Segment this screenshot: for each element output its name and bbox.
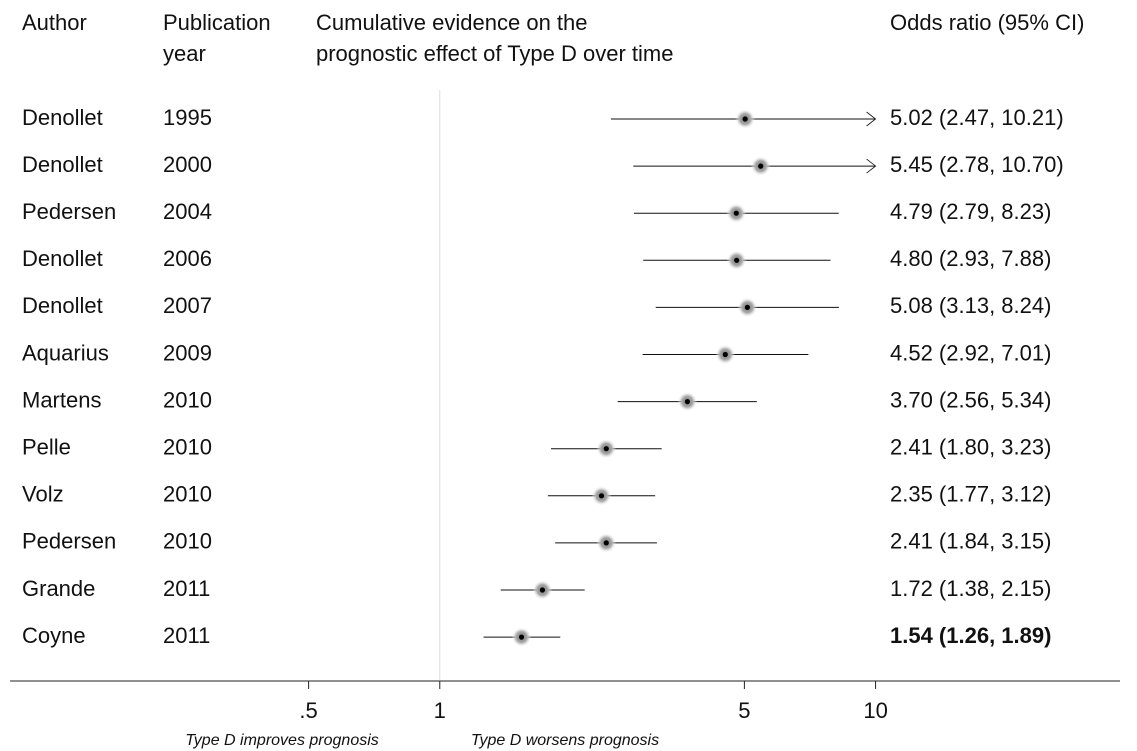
author: Denollet [22,105,103,130]
author: Pelle [22,435,71,460]
year: 2011 [163,576,210,601]
value-label: 4.52 (2.92, 7.01) [890,340,1051,365]
annotation: Type D improves prognosis [185,732,379,749]
point-dot [758,163,764,169]
estimate-header: Odds ratio (95% CI) [890,10,1084,35]
ci-arrow [866,158,877,174]
point-dot [744,304,750,310]
plot-header: Cumulative evidence on the [316,10,588,35]
author: Denollet [22,246,103,271]
point-dot [518,634,525,640]
author: Denollet [22,152,103,177]
point-estimate [750,156,771,177]
value-label: 5.02 (2.47, 10.21) [890,105,1064,130]
ci-arrow [866,111,877,127]
value-label: 1.54 (1.26, 1.89) [890,623,1051,648]
year: 2009 [163,340,212,365]
value-label: 5.45 (2.78, 10.70) [890,152,1064,177]
point-dot [539,587,546,593]
x-tick-label: 5 [738,698,750,723]
year: 2000 [163,152,212,177]
value-label: 3.70 (2.56, 5.34) [890,387,1051,412]
value-label: 4.80 (2.93, 7.88) [890,246,1051,271]
year: 1995 [163,105,212,130]
point-estimate [532,580,553,600]
point-dot [603,540,609,546]
point-dot [734,257,740,263]
year-header: Publication [163,10,271,35]
point-dot [684,399,690,405]
point-estimate [511,627,532,648]
point-estimate [726,203,747,224]
point-dot [722,351,728,358]
year-header: year [163,41,206,66]
point-dot [733,210,739,216]
author: Grande [22,576,95,601]
year: 2010 [163,387,212,412]
author: Pedersen [22,199,116,224]
author: Pedersen [22,529,116,554]
point-dot [603,446,609,452]
x-tick-label: 1 [434,698,446,723]
year: 2011 [163,623,210,648]
point-dot [742,116,748,122]
point-estimate [591,485,612,506]
point-estimate [596,532,617,553]
point-estimate [677,391,698,412]
author-header: Author [22,10,87,35]
point-estimate [596,438,617,459]
author: Martens [22,387,101,412]
author: Aquarius [22,340,109,365]
value-label: 5.08 (3.13, 8.24) [890,293,1051,318]
author: Denollet [22,293,103,318]
year: 2010 [163,435,212,460]
year: 2006 [163,246,212,271]
point-estimate [735,109,756,129]
author: Volz [22,482,64,507]
x-tick-label: .5 [299,698,317,723]
x-tick-label: 10 [863,698,887,723]
point-estimate [726,250,747,271]
year: 2007 [163,293,212,318]
year: 2004 [163,199,212,224]
point-estimate [715,344,736,365]
point-dot [598,493,605,499]
author: Coyne [22,623,86,648]
annotation: Type D worsens prognosis [471,732,659,749]
year: 2010 [163,529,212,554]
plot-header: prognostic effect of Type D over time [316,41,673,66]
value-label: 2.41 (1.84, 3.15) [890,529,1051,554]
value-label: 1.72 (1.38, 2.15) [890,576,1051,601]
value-label: 2.35 (1.77, 3.12) [890,482,1051,507]
point-estimate [737,297,758,318]
value-label: 2.41 (1.80, 3.23) [890,435,1051,460]
year: 2010 [163,482,212,507]
value-label: 4.79 (2.79, 8.23) [890,199,1051,224]
